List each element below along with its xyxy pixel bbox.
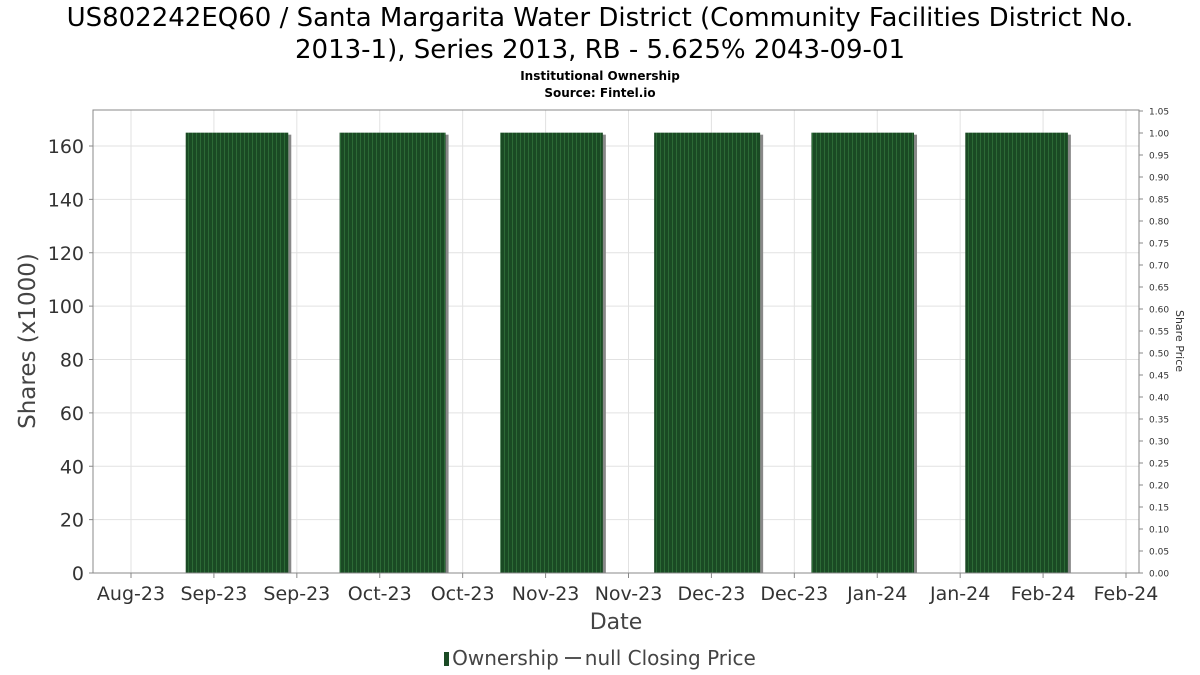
chart-title-line-2: 2013-1), Series 2013, RB - 5.625% 2043-0… bbox=[295, 35, 905, 65]
closing-price-legend-label: null Closing Price bbox=[584, 646, 756, 670]
x-axis-ticks: Aug-23 Sep-23 Sep-23 Oct-23 Oct-23 Nov-23 Nov-… bbox=[97, 573, 1158, 605]
chart-subtitle: Institutional Ownership bbox=[520, 69, 680, 83]
y2-tick-label: 0.80 bbox=[1149, 218, 1169, 228]
x-tick-label: Sep-23 bbox=[263, 583, 330, 605]
legend: Ownership null Closing Price bbox=[0, 646, 1200, 670]
y2-tick-label: 0.85 bbox=[1149, 196, 1169, 206]
ownership-bar bbox=[811, 132, 915, 573]
ownership-bar bbox=[965, 132, 1068, 573]
ownership-legend-label: Ownership bbox=[452, 646, 559, 670]
y2-tick-label: 0.35 bbox=[1149, 416, 1169, 426]
y2-tick-label: 0.90 bbox=[1149, 174, 1169, 184]
y2-axis-label: Share Price bbox=[1173, 310, 1186, 372]
y-tick-label: 160 bbox=[48, 136, 84, 158]
bars bbox=[185, 132, 1071, 573]
y2-tick-label: 0.00 bbox=[1149, 570, 1169, 580]
y2-tick-label: 0.20 bbox=[1149, 482, 1169, 492]
ownership-bar bbox=[339, 132, 446, 573]
y2-tick-label: 1.05 bbox=[1149, 108, 1169, 118]
plot-frame bbox=[92, 109, 1140, 574]
y2-tick-label: 0.10 bbox=[1149, 526, 1169, 536]
x-tick-label: Feb-24 bbox=[1011, 583, 1076, 605]
y-axis-ticks: 0 20 40 60 80 100 120 140 160 bbox=[48, 136, 93, 585]
ownership-bar bbox=[654, 132, 761, 573]
x-tick-label: Aug-23 bbox=[97, 583, 165, 605]
chart-source: Source: Fintel.io bbox=[544, 86, 656, 100]
y2-tick-label: 0.25 bbox=[1149, 460, 1169, 470]
ownership-legend-swatch bbox=[444, 652, 450, 666]
y2-tick-label: 0.65 bbox=[1149, 284, 1169, 294]
y2-tick-label: 0.45 bbox=[1149, 372, 1169, 382]
x-tick-label: Jan-24 bbox=[929, 583, 990, 605]
x-tick-label: Dec-23 bbox=[760, 583, 828, 605]
y2-tick-label: 0.55 bbox=[1149, 328, 1169, 338]
y2-tick-label: 0.60 bbox=[1149, 306, 1169, 316]
y2-tick-label: 0.70 bbox=[1149, 262, 1169, 272]
y2-tick-label: 0.75 bbox=[1149, 240, 1169, 250]
y2-tick-label: 0.50 bbox=[1149, 350, 1169, 360]
x-tick-label: Dec-23 bbox=[678, 583, 746, 605]
y-tick-label: 20 bbox=[60, 510, 84, 532]
y2-tick-label: 1.00 bbox=[1149, 130, 1169, 140]
x-tick-label: Nov-23 bbox=[512, 583, 580, 605]
x-tick-label: Oct-23 bbox=[348, 583, 412, 605]
x-tick-label: Sep-23 bbox=[180, 583, 247, 605]
y2-tick-label: 0.15 bbox=[1149, 504, 1169, 514]
x-tick-label: Feb-24 bbox=[1094, 583, 1159, 605]
y-tick-label: 120 bbox=[48, 243, 84, 265]
y-tick-label: 60 bbox=[60, 403, 84, 425]
x-tick-label: Oct-23 bbox=[431, 583, 495, 605]
y2-tick-label: 0.40 bbox=[1149, 394, 1169, 404]
y2-tick-label: 0.30 bbox=[1149, 438, 1169, 448]
y-tick-label: 40 bbox=[60, 456, 84, 478]
y2-tick-label: 0.05 bbox=[1149, 548, 1169, 558]
x-tick-label: Jan-24 bbox=[846, 583, 907, 605]
y-tick-label: 100 bbox=[48, 296, 84, 318]
ownership-bar bbox=[500, 132, 603, 573]
y2-axis-ticks: 0.00 0.05 0.10 0.15 0.20 0.25 0.30 0.35 0.40 0.45… bbox=[1139, 108, 1169, 580]
closing-price-legend-line bbox=[564, 657, 581, 659]
y-tick-label: 80 bbox=[60, 350, 84, 372]
y-axis-label: Shares (x1000) bbox=[15, 253, 41, 429]
x-axis-label: Date bbox=[590, 610, 643, 635]
y-tick-label: 0 bbox=[72, 563, 84, 585]
x-tick-label: Nov-23 bbox=[595, 583, 663, 605]
y2-tick-label: 0.95 bbox=[1149, 152, 1169, 162]
y-tick-label: 140 bbox=[48, 189, 84, 211]
chart-title-line-1: US802242EQ60 / Santa Margarita Water Dis… bbox=[66, 3, 1134, 33]
ownership-bar bbox=[185, 132, 289, 573]
